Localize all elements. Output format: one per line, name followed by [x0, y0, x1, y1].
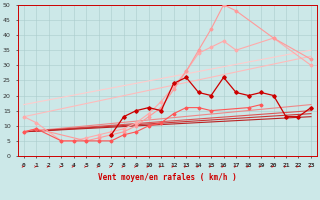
- X-axis label: Vent moyen/en rafales ( km/h ): Vent moyen/en rafales ( km/h ): [98, 174, 237, 183]
